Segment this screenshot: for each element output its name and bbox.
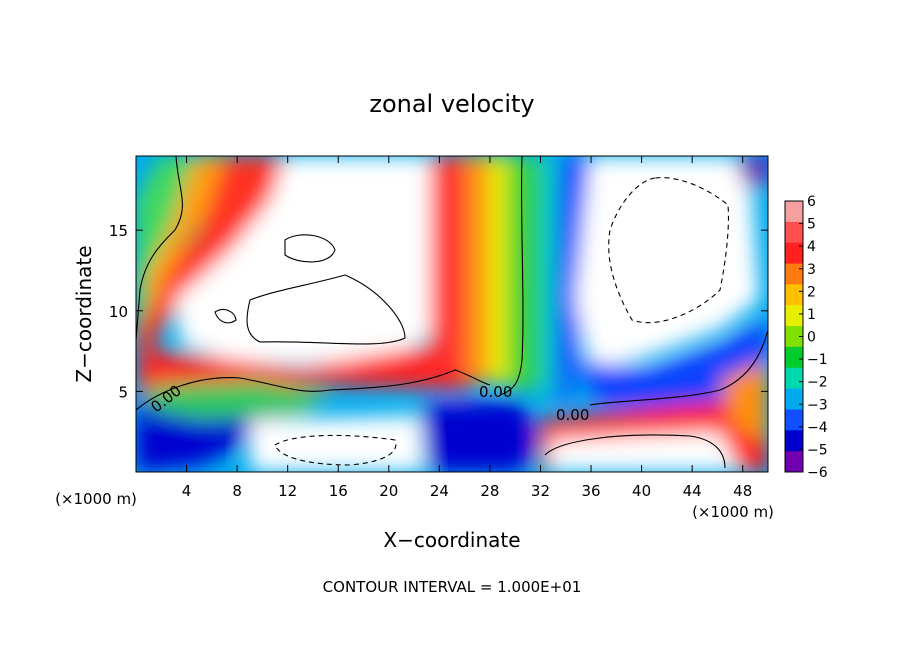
colorbar-swatch (785, 242, 803, 265)
field-red-column (430, 156, 470, 370)
field-red-middle-band (136, 340, 500, 395)
colorbar-swatch (785, 326, 803, 348)
field-white-lower-right (550, 432, 740, 472)
field-blue-ring-right (575, 320, 768, 410)
x-tick-label: 4 (182, 482, 192, 500)
field-blue-lower-center (420, 400, 540, 472)
contour-interval-footer: CONTOUR INTERVAL = 1.000E+01 (323, 578, 582, 596)
colorbar-tick-label: −2 (807, 375, 828, 391)
field-green-lower-left (150, 380, 330, 420)
colorbar-tick-label: 6 (807, 194, 816, 210)
y-tick-label: 5 (118, 383, 128, 401)
field-yellow-column (488, 156, 510, 385)
contour-central-blob (246, 274, 406, 345)
x-unit-label-right: (×1000 m) (692, 503, 774, 521)
contour-small-blob (214, 309, 237, 324)
plot-frame (135, 155, 769, 473)
field-purple-corner (735, 156, 768, 190)
velocity-field (136, 156, 768, 472)
colorbar-swatch (785, 346, 803, 369)
colorbar-tick-label: 1 (807, 307, 816, 323)
chart-title: zonal velocity (369, 90, 534, 118)
colorbar-swatch (785, 284, 803, 306)
contour-zero-column (499, 156, 524, 396)
colorbar-swatch (785, 305, 803, 327)
field-white-lower-center (250, 415, 425, 472)
x-tick-label: 40 (632, 482, 651, 500)
colorbar-tick-label: −6 (807, 465, 828, 481)
field-blue-column (555, 156, 590, 400)
colorbar-tick-label: 3 (807, 262, 816, 278)
x-tick-label: 16 (329, 482, 348, 500)
contour-label: 0.00 (556, 406, 589, 424)
y-axis: 5 10 15 (109, 222, 768, 401)
colorbar-swatch (785, 451, 803, 473)
x-tick-label: 44 (683, 482, 702, 500)
x-axis-label: X−coordinate (383, 528, 520, 552)
colorbar-swatch (785, 263, 803, 285)
colorbar-tick-label: −5 (807, 442, 828, 458)
y-tick-label: 15 (109, 222, 128, 240)
y-tick-label: 10 (109, 303, 128, 321)
field-orange-left (145, 156, 225, 310)
field-white-upper-right (575, 156, 760, 370)
x-tick-label: 8 (232, 482, 242, 500)
colorbar: 6 5 4 3 2 1 0 −1 −2 −3 −4 −5 −6 (784, 194, 828, 481)
x-axis: 4 8 12 16 20 24 28 32 36 40 44 48 (182, 156, 752, 500)
contour-lines-dashed (274, 177, 729, 466)
colorbar-swatch (785, 367, 803, 390)
colorbar-swatch (785, 388, 803, 410)
x-tick-label: 12 (278, 482, 297, 500)
x-tick-label: 28 (480, 482, 499, 500)
y-axis-label: Z−coordinate (72, 245, 96, 382)
field-orange-column (465, 156, 490, 380)
contour-label: 0.00 (479, 383, 512, 401)
colorbar-tick-label: 5 (807, 217, 816, 233)
colorbar-tick-label: 2 (807, 284, 816, 300)
colorbar-tick-label: −4 (807, 420, 828, 436)
colorbar-tick-label: −1 (807, 352, 828, 368)
contour-lower-right-solid (544, 434, 726, 469)
field-cyan-column (538, 156, 560, 395)
field-red-left-band (136, 156, 300, 380)
colorbar-swatch (785, 201, 803, 223)
contour-upper-ellipse (284, 234, 336, 263)
contour-zero-left (136, 156, 183, 341)
colorbar-swatch (785, 409, 803, 431)
x-tick-label: 32 (531, 482, 550, 500)
x-tick-label: 36 (581, 482, 600, 500)
x-unit-label-left: (×1000 m) (55, 490, 137, 508)
colorbar-swatch (785, 221, 803, 244)
field-green-column (508, 156, 540, 390)
colorbar-tick-label: 0 (807, 330, 816, 346)
contour-dashed-lower (274, 434, 397, 466)
x-tick-label: 48 (733, 482, 752, 500)
x-tick-label: 20 (379, 482, 398, 500)
colorbar-tick-label: −3 (807, 397, 828, 413)
x-tick-label: 24 (430, 482, 449, 500)
colorbar-tick-label: 4 (807, 239, 816, 255)
field-orange-right-edge (720, 360, 768, 440)
plot-area: 0.00 0.00 0.00 (136, 156, 768, 472)
field-white-upper-center (175, 156, 440, 365)
contour-lines (136, 156, 768, 469)
contour-zero-middle (136, 369, 491, 411)
colorbar-swatch (785, 430, 803, 452)
contour-dashed-right (608, 177, 729, 324)
contour-zero-lower-right (589, 329, 768, 406)
